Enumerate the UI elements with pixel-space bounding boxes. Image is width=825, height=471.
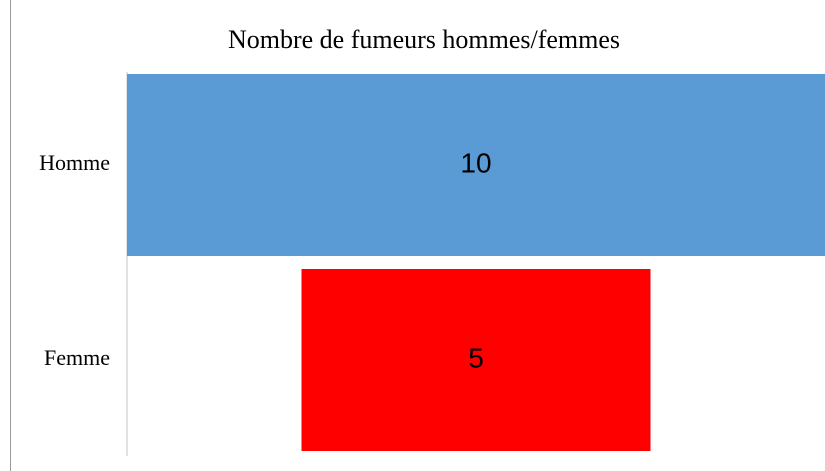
- value-label: 5: [468, 342, 484, 373]
- value-label: 10: [460, 147, 491, 178]
- chart-title: Nombre de fumeurs hommes/femmes: [228, 25, 620, 54]
- funnel-bar: [301, 269, 651, 451]
- category-label: Homme: [39, 150, 110, 175]
- funnel-bar: [127, 74, 825, 256]
- category-label: Femme: [44, 345, 110, 370]
